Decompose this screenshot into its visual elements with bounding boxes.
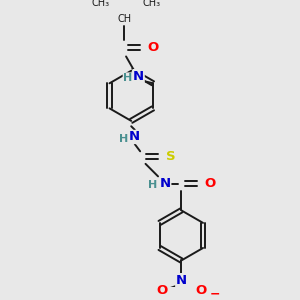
Text: O: O [204, 177, 216, 190]
Text: O: O [195, 284, 207, 297]
Text: S: S [166, 150, 175, 163]
Text: N: N [129, 130, 140, 143]
Text: CH: CH [117, 14, 131, 24]
Text: N: N [133, 70, 144, 83]
Text: N: N [176, 274, 187, 287]
Text: H: H [148, 180, 157, 190]
Text: O: O [147, 41, 158, 54]
Text: −: − [210, 288, 220, 300]
Text: H: H [119, 134, 129, 144]
Text: O: O [156, 284, 167, 297]
Text: CH₃: CH₃ [92, 0, 110, 8]
Text: H: H [123, 73, 133, 83]
Text: CH₃: CH₃ [142, 0, 160, 8]
Text: N: N [160, 177, 171, 190]
